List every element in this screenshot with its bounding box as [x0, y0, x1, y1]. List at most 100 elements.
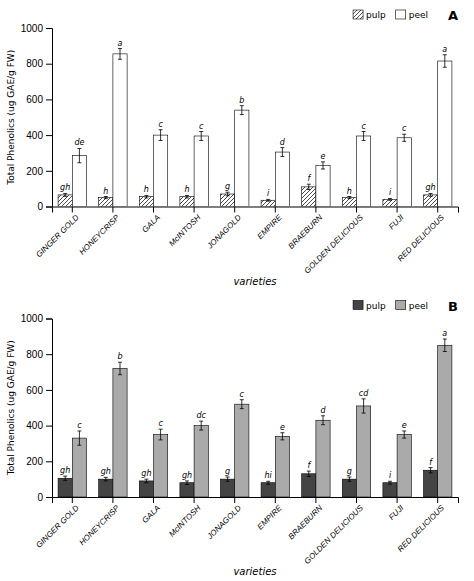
x-tick: GALA: [140, 207, 161, 235]
bar-letter: hi: [265, 471, 273, 480]
error-bar: [144, 195, 148, 197]
y-axis: 02004006008001000: [21, 23, 53, 213]
error-bar: [226, 477, 230, 481]
bar-letter: c: [158, 419, 163, 428]
y-tick-mark: [46, 390, 52, 391]
panel: 02004006008001000GINGER GOLDHONEYCRISPGA…: [6, 8, 459, 287]
x-tick: RED DELICIOUS: [396, 497, 447, 554]
y-tick-mark: [46, 99, 52, 100]
legend-swatch: [396, 301, 406, 310]
x-tick: EMPIRE: [256, 207, 285, 242]
x-axis: GINGER GOLDHONEYCRISPGALAMcINTOSHJONAGOL…: [34, 207, 458, 276]
y-tick-label: 600: [26, 385, 43, 396]
bar-letter: dc: [196, 411, 206, 420]
x-tick-label: McINTOSH: [167, 503, 202, 538]
error-bar: [388, 198, 392, 200]
bar-letter: gh: [426, 183, 436, 192]
x-tick: FUJI: [387, 207, 406, 232]
bar: [261, 483, 275, 497]
bar: [154, 135, 168, 206]
bar: [383, 199, 397, 206]
y-tick: 0: [37, 492, 52, 503]
y-tick-label: 1000: [21, 23, 44, 34]
x-tick-mark: [356, 497, 357, 503]
letters: ghhhhgifhighdeaccbdecca: [60, 39, 447, 199]
x-tick-mark: [275, 207, 276, 213]
x-axis: GINGER GOLDHONEYCRISPGALAMcINTOSHJONAGOL…: [34, 497, 458, 566]
bar: [275, 436, 289, 497]
bar-letter: d: [280, 138, 286, 147]
x-tick-mark: [153, 207, 154, 213]
bar-letter: i: [267, 189, 270, 198]
series: [72, 339, 452, 497]
x-tick-label: GINGER GOLD: [34, 503, 80, 549]
y-tick-mark: [46, 461, 52, 462]
bar: [383, 483, 397, 497]
y-tick-mark: [46, 135, 52, 136]
bar-letter: i: [389, 188, 392, 197]
x-tick-label: GALA: [140, 504, 161, 525]
bar: [357, 136, 371, 207]
x-tick-label: GALA: [140, 213, 161, 234]
error-bar: [104, 197, 108, 199]
error-bar: [266, 199, 270, 201]
x-tick-label: JONAGOLD: [205, 213, 243, 251]
y-tick-label: 800: [26, 58, 43, 69]
error-bar: [429, 468, 433, 473]
x-tick-mark: [437, 207, 438, 213]
legend-item: peel: [396, 301, 428, 311]
error-bar: [63, 193, 67, 196]
bar: [113, 54, 127, 207]
error-bar: [347, 197, 351, 199]
bar-letter: c: [199, 122, 204, 131]
legend-label: pulp: [366, 301, 386, 311]
error-bar: [388, 481, 392, 484]
y-tick: 200: [26, 166, 52, 177]
y-tick-mark: [46, 207, 52, 208]
x-tick: GOLDEN DELICIOUS: [303, 497, 366, 566]
bar: [139, 481, 153, 497]
bar: [58, 478, 72, 497]
bar-letter: g: [225, 467, 230, 476]
x-tick-mark: [194, 497, 195, 503]
x-tick: GALA: [140, 497, 161, 525]
bar: [154, 435, 168, 497]
x-tick-label: GOLDEN DELICIOUS: [303, 213, 366, 276]
series: [72, 49, 452, 207]
error-bar: [443, 339, 447, 351]
x-tick-mark: [234, 207, 235, 213]
bar: [438, 345, 452, 497]
bar-letter: c: [402, 124, 407, 133]
x-tick: GOLDEN DELICIOUS: [303, 207, 366, 276]
x-tick-label: BRAEBURN: [286, 503, 324, 541]
bar-letter: cd: [359, 389, 369, 398]
y-tick: 600: [26, 94, 52, 105]
bar: [235, 110, 249, 206]
bar-letter: h: [103, 187, 108, 196]
x-tick: RED DELICIOUS: [396, 207, 447, 264]
bar-letter: c: [158, 120, 163, 129]
bar: [113, 368, 127, 497]
y-axis-title: Total Phenolics (ug GAE/g FW): [6, 50, 16, 186]
y-tick-label: 200: [26, 456, 43, 467]
error-bar: [307, 471, 311, 476]
bar-letter: e: [280, 423, 285, 432]
x-tick-label: JONAGOLD: [205, 503, 243, 541]
bar: [316, 420, 330, 497]
x-tick-mark: [72, 497, 73, 503]
error-bar: [185, 195, 189, 197]
bar-letter: b: [239, 96, 244, 105]
legend-item: pulp: [353, 301, 386, 311]
y-tick: 0: [37, 201, 52, 212]
bar-letter: h: [347, 187, 352, 196]
y-tick-mark: [46, 319, 52, 320]
bar: [235, 404, 249, 497]
bar: [194, 136, 208, 207]
plot-area: [58, 49, 452, 207]
y-tick: 200: [26, 456, 52, 467]
x-tick-mark: [315, 207, 316, 213]
bar-letter: c: [240, 390, 245, 399]
error-bar: [199, 132, 203, 141]
x-axis-title: varieties: [233, 566, 276, 577]
bar: [72, 438, 86, 497]
